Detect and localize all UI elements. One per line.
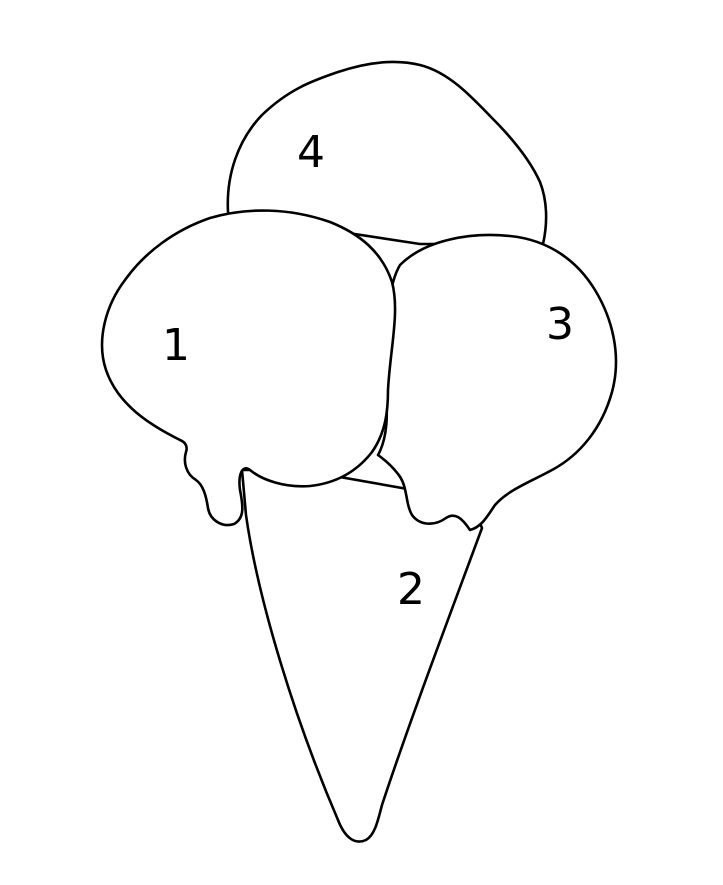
scoop-right-region[interactable] [376, 233, 618, 532]
scoop-left-region[interactable] [100, 209, 397, 527]
region-number-1: 1 [162, 320, 190, 371]
region-number-4: 4 [297, 127, 325, 178]
region-number-2: 2 [397, 564, 425, 615]
scoop-top-region[interactable] [226, 60, 548, 246]
cone-region[interactable] [240, 468, 484, 843]
region-number-3: 3 [546, 299, 574, 350]
